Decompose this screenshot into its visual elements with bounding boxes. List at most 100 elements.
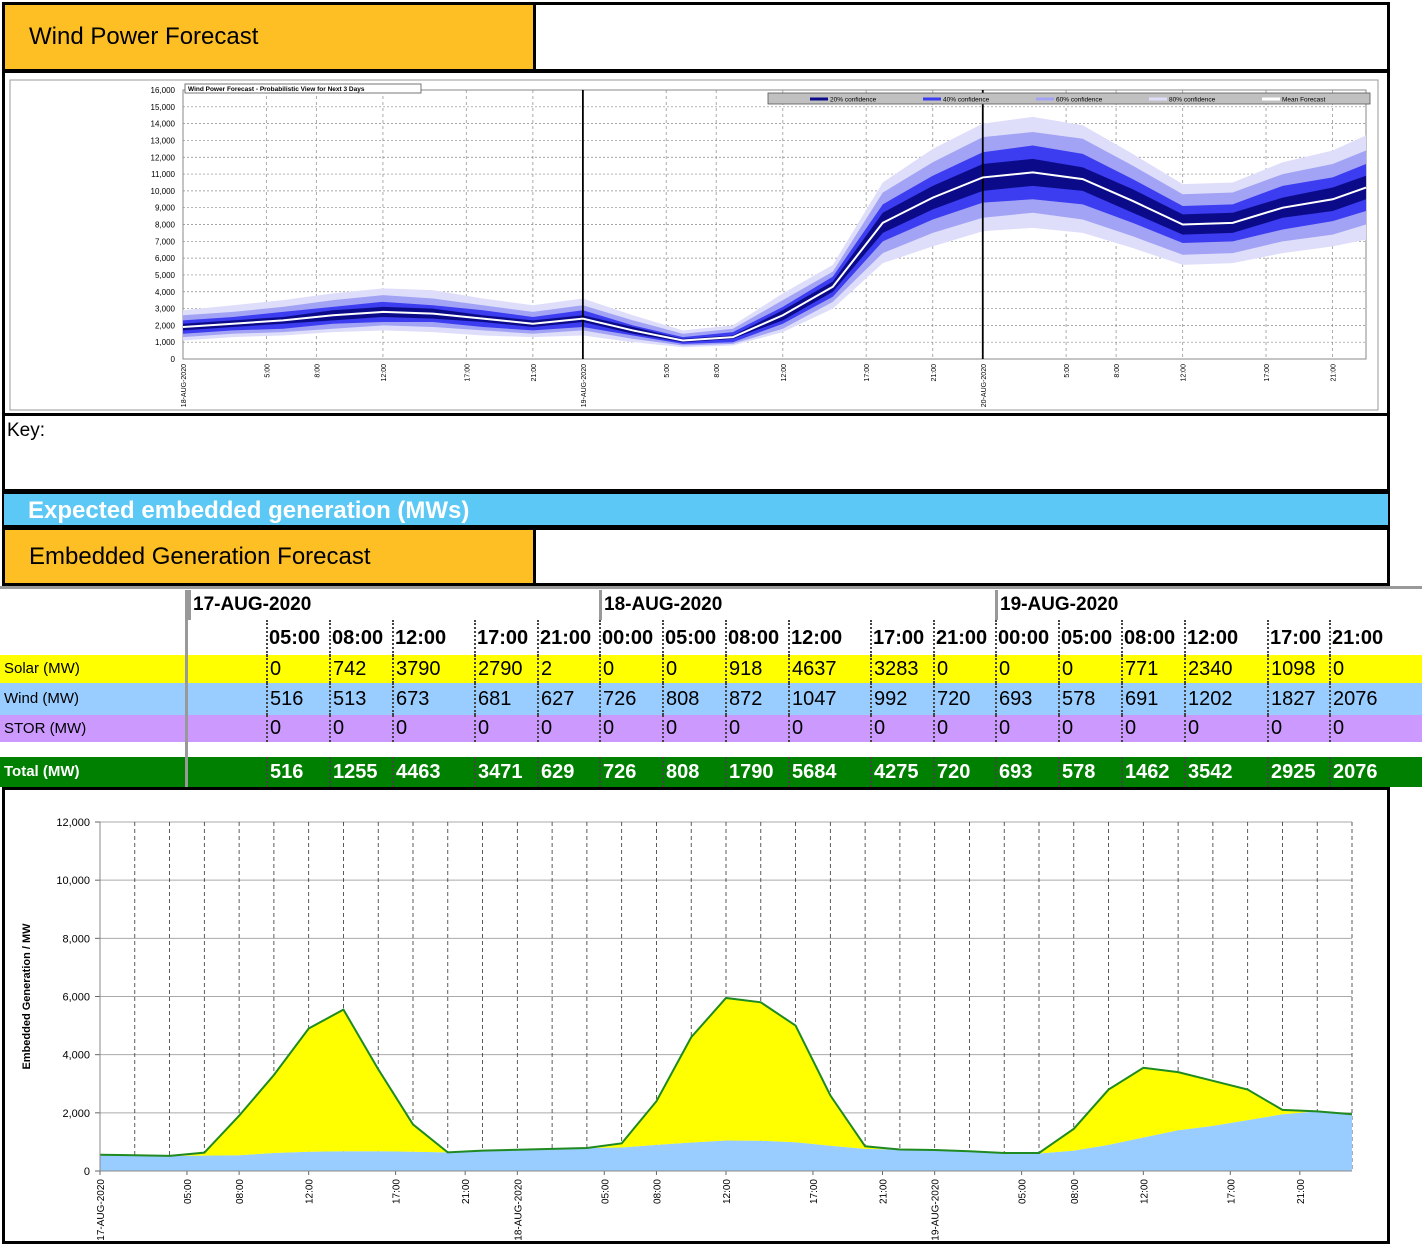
table-value: 513 <box>329 683 392 715</box>
legend-label: 80% confidence <box>1169 97 1216 104</box>
stacked-area <box>100 1111 1352 1171</box>
table-value: 3283 <box>870 655 933 683</box>
x-tick-label: 12:00 <box>1139 1179 1150 1204</box>
time-header: 17:00 <box>870 620 933 656</box>
time-header: 12:00 <box>392 620 474 656</box>
table-value: 629 <box>537 757 599 787</box>
table-rule <box>0 586 1422 589</box>
table-value: 2 <box>537 655 599 683</box>
table-value: 0 <box>1267 715 1329 742</box>
table-value: 693 <box>995 683 1058 715</box>
table-value: 0 <box>933 715 995 742</box>
y-tick-label: 14,000 <box>151 120 176 129</box>
table-value: 3471 <box>474 757 537 787</box>
x-tick-label: 12:00 <box>381 364 388 382</box>
x-tick-label: 8:00 <box>1114 364 1121 378</box>
x-tick-label: 5:00 <box>264 364 271 378</box>
table-value: 1255 <box>329 757 392 787</box>
table-value: 0 <box>788 715 870 742</box>
y-tick-label: 13,000 <box>151 136 176 145</box>
total-line <box>99 996 1353 1157</box>
table-value: 0 <box>599 715 662 742</box>
mean-line <box>182 171 1367 342</box>
legend-label: 20% confidence <box>830 97 877 104</box>
time-header: 21:00 <box>1329 620 1422 656</box>
y-tick-label: 2,000 <box>62 1108 90 1120</box>
table-value: 0 <box>329 715 392 742</box>
y-tick-label: 1,000 <box>155 338 176 347</box>
time-header: 12:00 <box>788 620 870 656</box>
y-tick-label: 10,000 <box>151 187 176 196</box>
table-value: 2076 <box>1329 683 1422 715</box>
y-tick-label: 6,000 <box>62 992 90 1004</box>
table-value: 4463 <box>392 757 474 787</box>
x-tick-label: 17:00 <box>864 364 871 382</box>
table-value: 516 <box>266 757 329 787</box>
table-value: 3790 <box>392 655 474 683</box>
table-value: 992 <box>870 683 933 715</box>
legend-label: 60% confidence <box>1056 97 1103 104</box>
table-value: 0 <box>266 655 329 683</box>
table-value: 0 <box>392 715 474 742</box>
title-box <box>184 83 422 94</box>
y-tick-label: 8,000 <box>155 221 176 230</box>
table-value: 0 <box>1058 655 1121 683</box>
time-header: 05:00 <box>1058 620 1121 656</box>
day-header: 18-AUG-2020 <box>599 590 722 620</box>
y-tick-label: 16,000 <box>151 86 176 95</box>
x-tick-label: 05:00 <box>1018 1179 1029 1204</box>
legend-label: 40% confidence <box>943 97 990 104</box>
table-value: 1790 <box>725 757 788 787</box>
x-tick-label: 17:00 <box>1226 1179 1237 1204</box>
y-tick-label: 0 <box>171 355 176 364</box>
y-tick-label: 4,000 <box>62 1050 90 1062</box>
table-value: 0 <box>662 655 725 683</box>
y-tick-label: 7,000 <box>155 237 176 246</box>
stacked-area <box>100 997 1352 1156</box>
banner-title: Expected embedded generation (MWs) <box>28 497 470 524</box>
table-value: 0 <box>266 715 329 742</box>
confidence-band <box>183 145 1366 344</box>
header-box: Wind Power Forecast <box>2 2 536 72</box>
x-tick-label: 21:00 <box>531 364 538 382</box>
x-tick-label: 21:00 <box>461 1179 472 1204</box>
table-value: 627 <box>537 683 599 715</box>
table-value: 1462 <box>1121 757 1184 787</box>
row-label: STOR (MW) <box>0 715 185 742</box>
table-value: 808 <box>662 757 725 787</box>
table-value: 742 <box>329 655 392 683</box>
x-tick-label: 5:00 <box>664 364 671 378</box>
y-tick-label: 2,000 <box>155 321 176 330</box>
x-tick-label: 21:00 <box>931 364 938 382</box>
time-header: 21:00 <box>537 620 599 656</box>
table-value: 0 <box>933 655 995 683</box>
time-header: 12:00 <box>1184 620 1267 656</box>
day-header: 19-AUG-2020 <box>995 590 1118 620</box>
table-value: 720 <box>933 683 995 715</box>
key-label: Key: <box>7 420 46 441</box>
table-value: 673 <box>392 683 474 715</box>
time-header: 05:00 <box>266 620 329 656</box>
x-tick-label: 21:00 <box>1296 1179 1307 1204</box>
x-tick-label: 12:00 <box>722 1179 733 1204</box>
x-tick-label: 05:00 <box>600 1179 611 1204</box>
y-tick-label: 5,000 <box>155 271 176 280</box>
x-tick-label: 12:00 <box>1181 364 1188 382</box>
x-tick-label: 17:00 <box>392 1179 403 1204</box>
table-value: 0 <box>537 715 599 742</box>
table-value: 1202 <box>1184 683 1267 715</box>
table-value: 726 <box>599 757 662 787</box>
forecast-table: 17-AUG-2020 05:00 08:00 12:00 17:00 21:00 18-A… <box>0 586 1422 788</box>
table-value: 2340 <box>1184 655 1267 683</box>
table-value: 0 <box>1329 655 1422 683</box>
legend-label: Mean Forecast <box>1282 97 1326 104</box>
row-label: Wind (MW) <box>0 683 185 715</box>
x-tick-label: 17-AUG-2020 <box>96 1179 107 1241</box>
table-value: 516 <box>266 683 329 715</box>
key-box: Key: <box>2 413 1390 492</box>
x-tick-label: 21:00 <box>879 1179 890 1204</box>
embedded-header-title: Embedded Generation Forecast <box>29 542 371 570</box>
y-tick-label: 3,000 <box>155 305 176 314</box>
table-value: 2790 <box>474 655 537 683</box>
